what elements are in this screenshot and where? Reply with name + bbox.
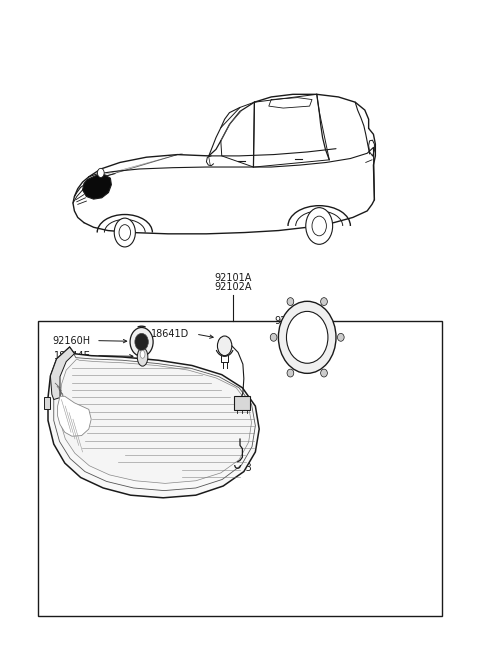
Text: 18641D: 18641D [151,329,190,339]
Circle shape [114,218,135,247]
Bar [38,321,442,616]
Text: 92160H: 92160H [52,335,90,346]
Polygon shape [83,175,111,199]
Ellipse shape [270,333,277,341]
Ellipse shape [135,333,148,350]
Text: 92163: 92163 [222,463,252,474]
Ellipse shape [321,369,327,377]
Ellipse shape [140,350,145,358]
Bar [44,397,50,409]
Circle shape [97,168,104,178]
Ellipse shape [321,297,327,305]
Text: 92102A: 92102A [214,282,252,292]
Ellipse shape [217,336,232,356]
Text: 92101A: 92101A [214,273,252,283]
Polygon shape [48,347,259,498]
Circle shape [312,216,326,236]
Ellipse shape [137,348,148,366]
Text: 18644E: 18644E [53,350,90,361]
Ellipse shape [287,311,328,364]
Polygon shape [60,359,252,483]
Ellipse shape [287,297,294,305]
Text: 92191C: 92191C [275,316,312,326]
Ellipse shape [287,369,294,377]
Circle shape [306,208,333,244]
Ellipse shape [278,301,336,373]
Polygon shape [58,396,91,436]
Ellipse shape [337,333,344,341]
Circle shape [119,225,131,240]
Bar [234,396,250,410]
Ellipse shape [130,328,153,356]
Polygon shape [50,347,74,400]
